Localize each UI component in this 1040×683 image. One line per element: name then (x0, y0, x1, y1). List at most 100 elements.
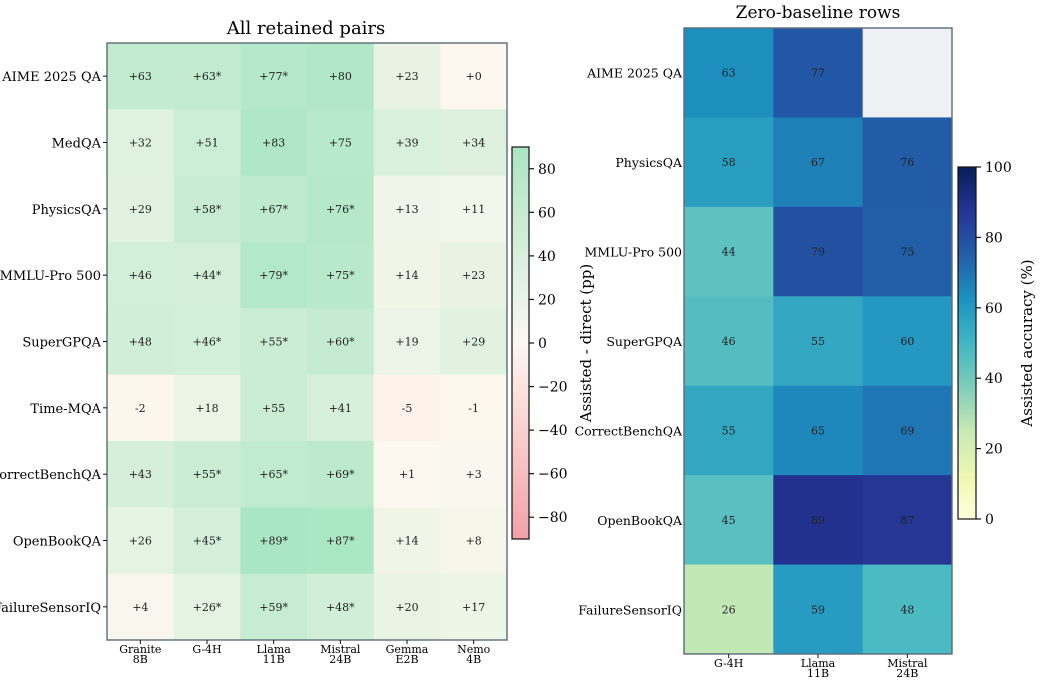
right-cell-label: 46 (722, 335, 736, 348)
left-row-label: MedQA (52, 137, 102, 152)
left-cell-label: +26 (129, 535, 152, 548)
left-cell (373, 242, 441, 309)
left-cell (373, 441, 441, 508)
right-cell-label: 26 (722, 603, 736, 616)
right-cell-label: 63 (722, 67, 736, 80)
left-cell (373, 507, 441, 575)
left-cell (240, 175, 308, 243)
left-cell-label: +79* (259, 269, 288, 282)
left-cell-label: +55* (193, 468, 222, 481)
right-cell-label: 59 (811, 603, 825, 616)
colorbar-diff-tick-label: −20 (538, 380, 568, 396)
left-cell-label: +18 (195, 402, 218, 415)
right-cell-label: 77 (811, 67, 825, 80)
colorbar-diff-label: Assisted - direct (pp) (577, 264, 595, 423)
right-row-labels: AIME 2025 QA PhysicsQA MMLU-Pro 500 SuperGP… (575, 66, 683, 618)
colorbar-accuracy-tick-label: 40 (985, 371, 1003, 387)
left-cell-label: +89* (259, 535, 288, 548)
right-cell (773, 475, 864, 566)
right-cell-label: 58 (722, 156, 736, 169)
right-cell (862, 28, 953, 118)
right-cell-label: 45 (722, 514, 736, 527)
colorbar-diff: 80 60 40 20 0 −20 −40 −60 −80 Assisted - direct … (511, 146, 595, 540)
left-cell (173, 507, 241, 575)
colorbar-diff-tick-label: −40 (538, 423, 568, 439)
left-cell (440, 308, 508, 376)
left-column-label: E2B (395, 653, 418, 666)
left-cell (373, 308, 441, 376)
left-cell-label: +80 (329, 70, 352, 83)
right-cell (684, 296, 774, 387)
right-cell-label: 75 (900, 246, 914, 259)
left-cell (240, 43, 308, 110)
left-cell-label: +4 (132, 601, 148, 614)
right-cell (862, 206, 953, 297)
right-row-label: SuperGPQA (606, 334, 683, 349)
right-column-label: G-4H (714, 657, 743, 670)
right-row-label: CorrectBenchQA (575, 423, 683, 438)
right-row-label: PhysicsQA (615, 155, 683, 170)
left-cell (440, 374, 508, 442)
left-cell (107, 242, 175, 309)
left-cell (173, 109, 241, 177)
left-cell (440, 43, 508, 110)
left-cell (440, 175, 508, 243)
right-cell (684, 28, 774, 118)
left-cell-label: +75* (326, 269, 355, 282)
right-cell-label: 60 (900, 335, 914, 348)
left-column-label: 11B (263, 653, 285, 666)
right-column-label: Llama (801, 657, 836, 670)
left-cell (307, 308, 375, 376)
left-row-label: CorrectBenchQA (0, 468, 102, 483)
left-cell-label: +34 (462, 137, 485, 150)
right-column-label: 24B (896, 667, 918, 680)
left-cell (440, 109, 508, 177)
colorbar-diff-tick-label: 60 (538, 205, 556, 221)
right-cell (862, 564, 953, 655)
right-cell (862, 296, 953, 387)
left-cell (373, 573, 441, 641)
colorbar-accuracy: 100 80 60 40 20 0 Assisted accuracy (%) (957, 160, 1036, 528)
left-cell (307, 175, 375, 243)
left-cell-label: -1 (468, 402, 479, 415)
left-cell (373, 374, 441, 442)
left-column-label: Granite (119, 643, 161, 656)
left-cell (440, 441, 508, 508)
colorbar-accuracy-ticks: 100 80 60 40 20 0 (976, 160, 1012, 528)
colorbar-accuracy-tick-label: 100 (985, 160, 1012, 176)
left-cell-label: +20 (395, 601, 418, 614)
left-row-label: OpenBookQA (13, 535, 102, 550)
left-cell-label: +48 (129, 336, 152, 349)
right-cell (684, 564, 774, 655)
left-cell-label: +55* (259, 336, 288, 349)
left-column-label: 8B (133, 653, 148, 666)
left-cell (107, 43, 175, 110)
right-row-label: FailureSensorIQ (578, 602, 682, 617)
left-cell (440, 242, 508, 309)
left-cell (240, 242, 308, 309)
left-cell-label: +13 (395, 203, 418, 216)
right-cell (773, 117, 864, 208)
right-cell (684, 206, 774, 297)
left-row-label: FailureSensorIQ (0, 601, 101, 616)
left-cell (107, 507, 175, 575)
left-cell (240, 507, 308, 575)
left-cell (107, 109, 175, 177)
heatmap-all-retained-pairs: All retained pairs +63 +63* +77* +80 +23 +0 +3… (0, 18, 508, 666)
left-cell (240, 374, 308, 442)
left-column-label: G-4H (192, 643, 221, 656)
right-cell (773, 296, 864, 387)
left-cell (173, 175, 241, 243)
left-column-label: Nemo (457, 643, 491, 656)
colorbar-accuracy-bar (957, 166, 977, 520)
left-cell (440, 507, 508, 575)
left-cell (240, 573, 308, 641)
colorbar-diff-tick-label: 80 (538, 162, 556, 178)
left-cell-label: +14 (395, 535, 418, 548)
left-cell-label: +23 (395, 70, 418, 83)
right-row-label: MMLU-Pro 500 (585, 245, 683, 260)
left-cell-label: +59* (259, 601, 288, 614)
colorbar-diff-tick-label: 0 (538, 336, 547, 352)
right-cell-label: 87 (900, 514, 914, 527)
